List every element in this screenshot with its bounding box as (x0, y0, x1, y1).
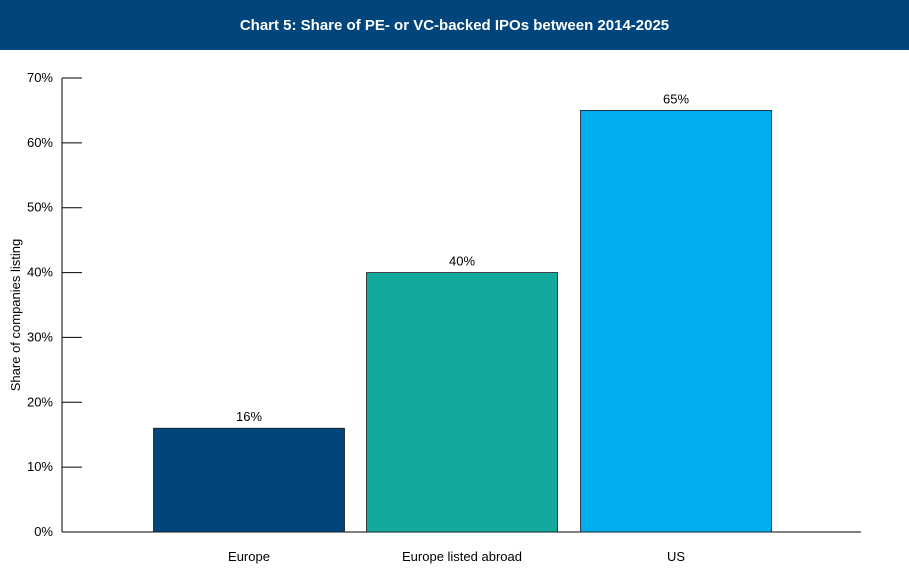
y-axis-label: Share of companies listing (8, 239, 23, 391)
bar-data-label: 65% (663, 91, 689, 106)
y-tick-label: 0% (34, 524, 53, 539)
bar-data-labels: 16% 40% 65% (236, 91, 689, 424)
bar-europe (153, 427, 345, 533)
y-tick-label: 10% (27, 459, 53, 474)
y-tick-label: 50% (27, 200, 53, 215)
y-tick-label: 30% (27, 329, 53, 344)
bar-europe-listed-abroad (366, 272, 558, 533)
chart-title: Chart 5: Share of PE- or VC-backed IPOs … (239, 16, 670, 34)
y-tick-label: 20% (27, 394, 53, 409)
bar-data-label: 40% (449, 254, 475, 269)
bar-chart: 0% 10% 20% 30% 40% 50% 60% 70% 16% 40% 65% Europe… (8, 70, 861, 564)
x-tick-label: Europe listed abroad (402, 549, 522, 564)
x-tick-label: Europe (228, 549, 270, 564)
bar-data-label: 16% (236, 409, 262, 424)
x-axis-labels: Europe Europe listed abroad US (228, 549, 685, 564)
x-tick-label: US (667, 549, 685, 564)
y-tick-label: 40% (27, 265, 53, 280)
chart-header: Chart 5: Share of PE- or VC-backed IPOs … (0, 0, 909, 50)
bar-us (580, 110, 772, 533)
y-tick-label: 70% (27, 70, 53, 85)
bars (153, 110, 772, 533)
y-tick-label: 60% (27, 135, 53, 150)
